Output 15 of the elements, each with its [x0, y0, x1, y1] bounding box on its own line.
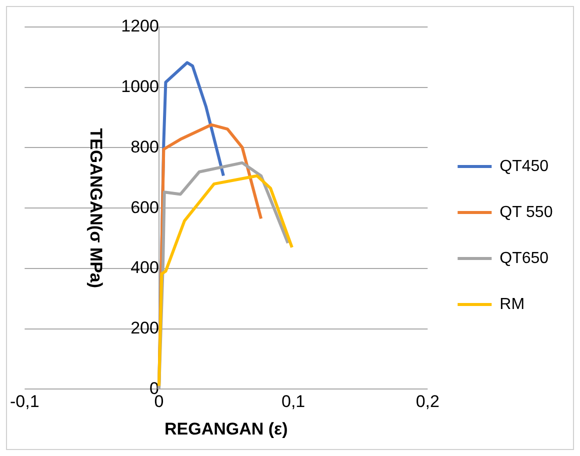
y-tick-label: 1200 [121, 16, 159, 36]
x-tick-label: 0,2 [416, 392, 440, 412]
y-axis-title: TEGANGAN(σ MPa) [86, 128, 106, 288]
y-tick-label: 1000 [121, 77, 159, 96]
legend-label: RM [500, 296, 525, 313]
x-axis-title: REGANGAN (ε) [164, 419, 288, 438]
legend-label: QT 550 [500, 204, 553, 221]
y-tick-label: 800 [130, 137, 159, 156]
y-tick-label: 400 [130, 258, 159, 278]
legend-label: QT450 [500, 158, 549, 175]
legend-label: QT650 [500, 250, 549, 267]
y-tick-label: 600 [130, 198, 159, 217]
y-tick-label: 200 [130, 318, 159, 338]
x-tick-label: -0,1 [10, 392, 40, 412]
x-tick-label: 0,1 [281, 392, 306, 412]
